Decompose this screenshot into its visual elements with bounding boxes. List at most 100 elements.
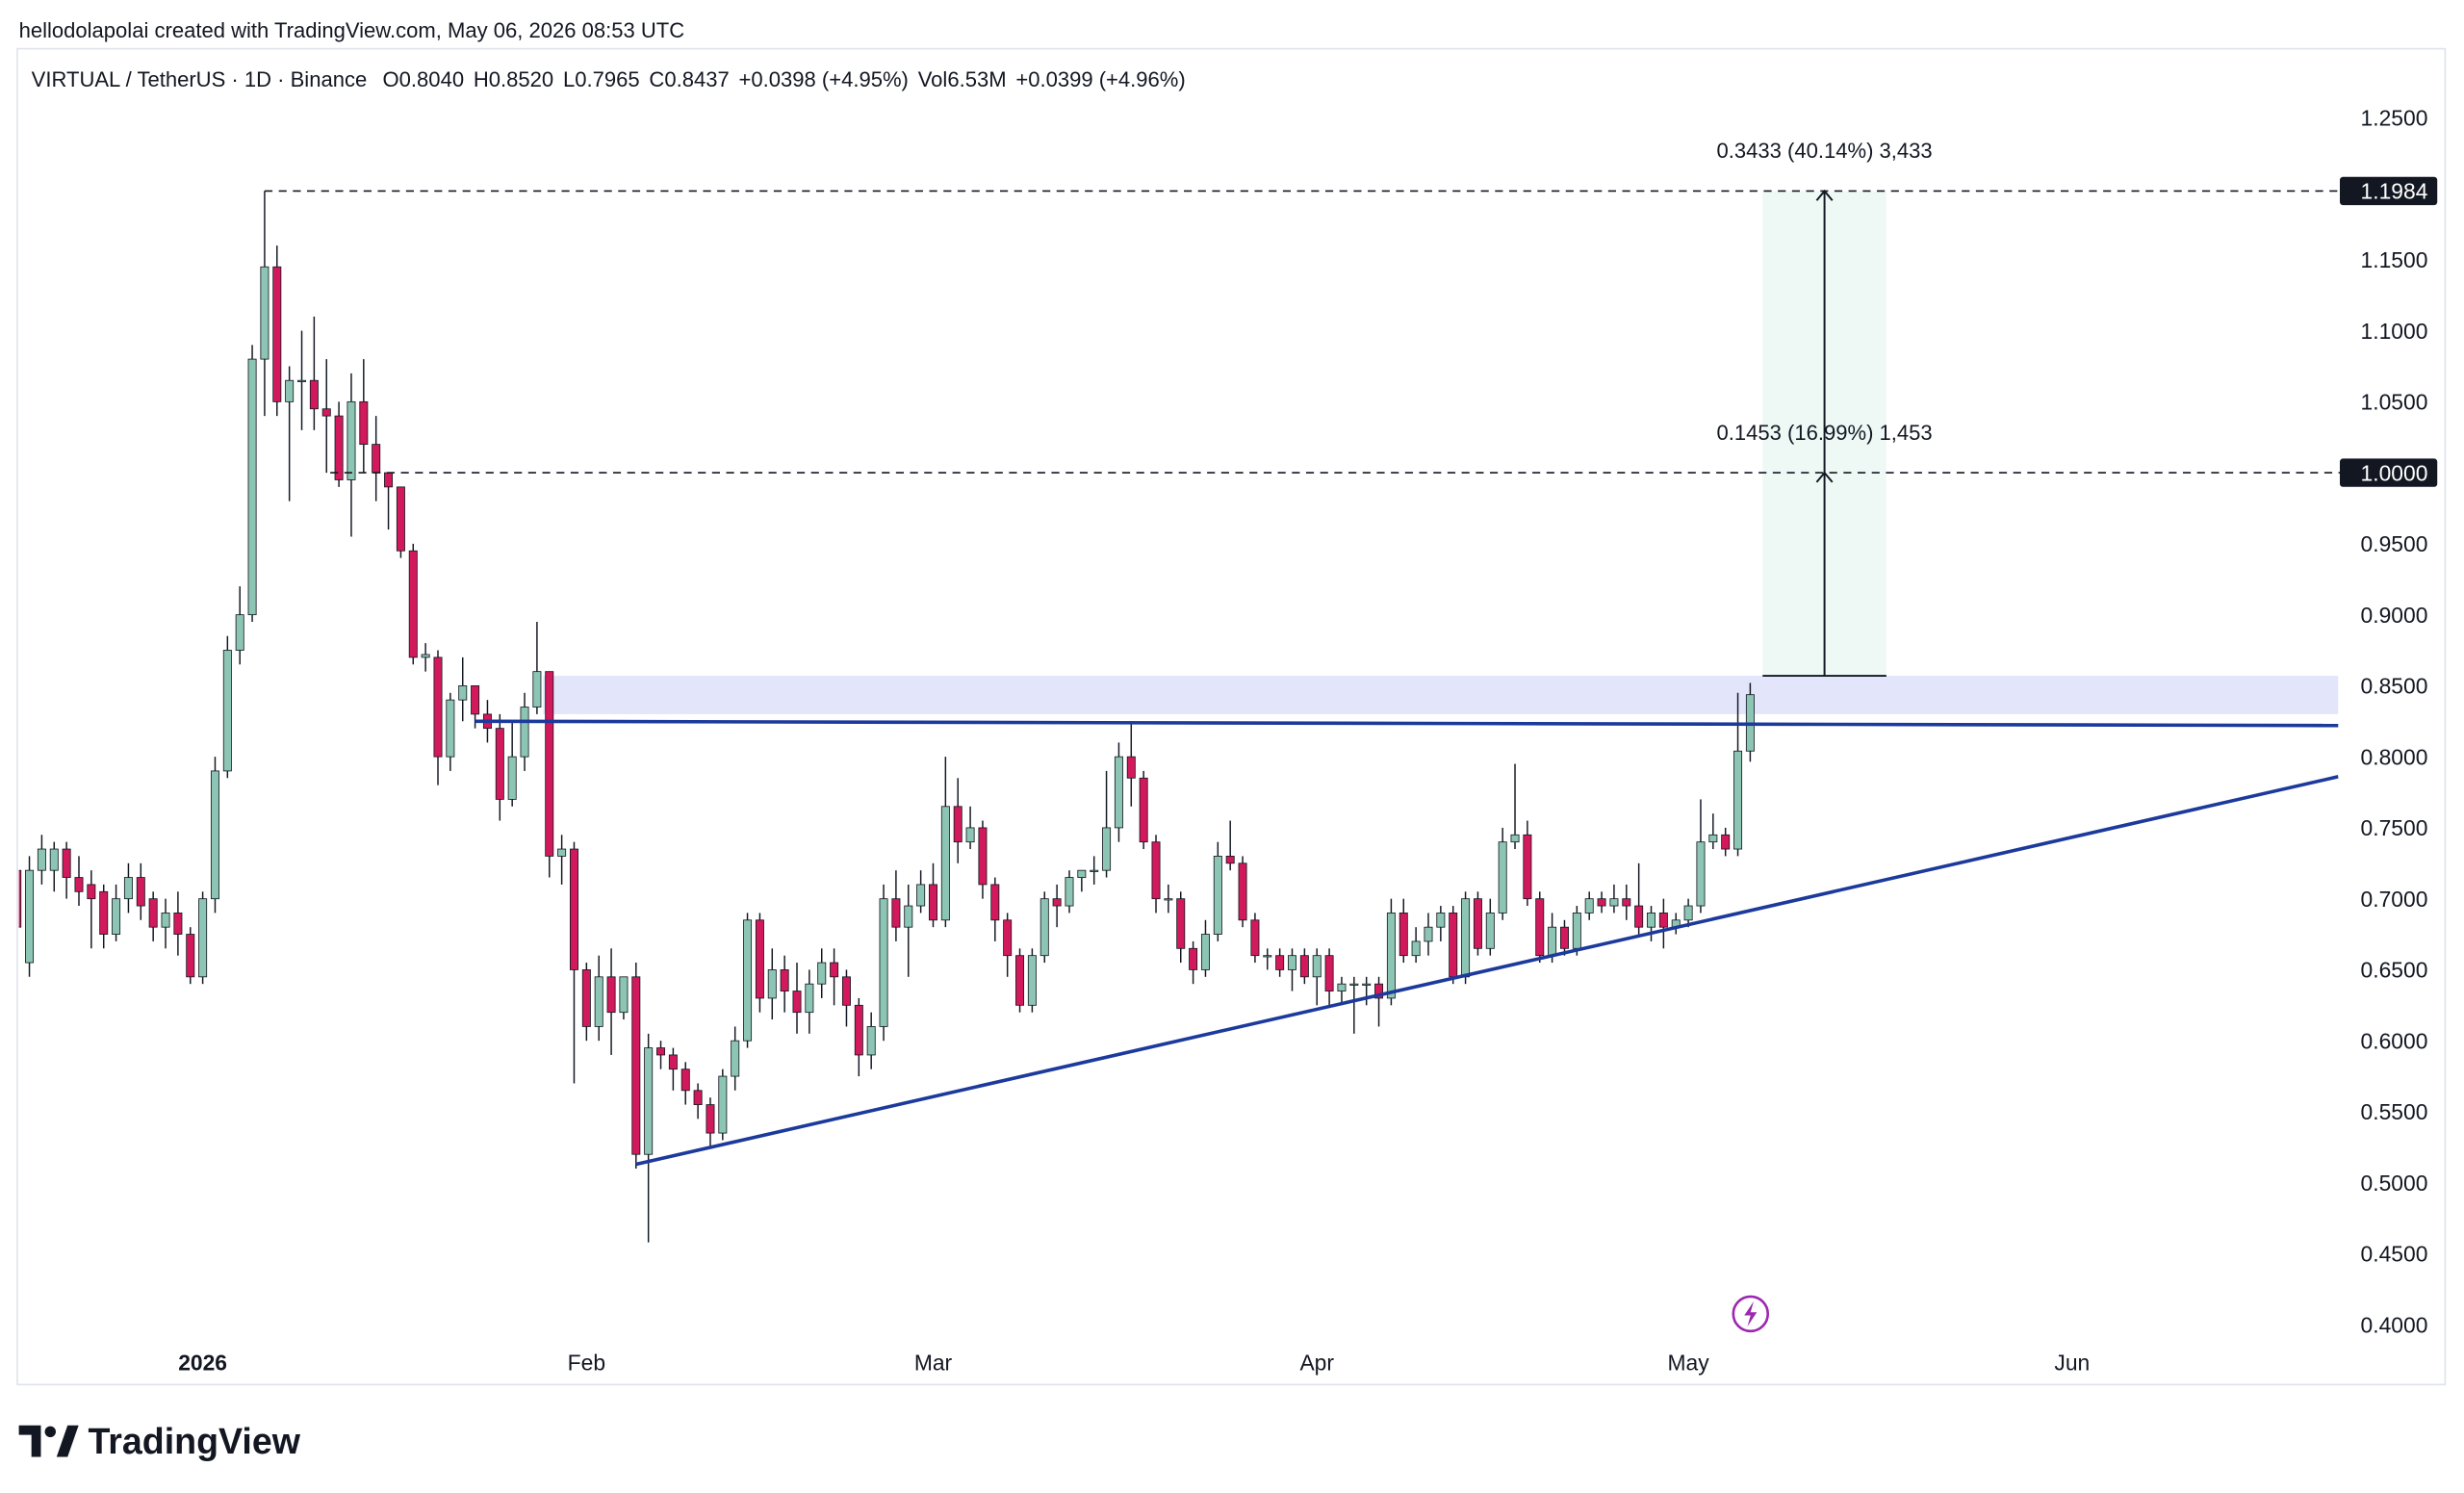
candle-body — [346, 400, 356, 480]
candle-body — [1535, 898, 1545, 957]
candle-body — [929, 884, 937, 921]
candle-body — [1238, 862, 1247, 921]
candle-body — [743, 919, 753, 1042]
candle-body — [1065, 877, 1074, 907]
candle-body — [1225, 856, 1235, 864]
candle-body — [594, 976, 603, 1027]
candle-body — [1139, 777, 1148, 843]
candle-body — [1399, 913, 1408, 957]
candle-body — [495, 728, 504, 800]
candle-body — [1473, 898, 1482, 949]
y-tick-label: 0.6000 — [2361, 1028, 2428, 1053]
candle-body — [940, 806, 950, 921]
x-tick-label: Apr — [1299, 1351, 1334, 1376]
candle-body — [1275, 955, 1285, 970]
candle-body — [222, 650, 232, 772]
x-tick-label: 2026 — [178, 1351, 227, 1376]
candle-body — [18, 869, 22, 928]
candle-body — [1324, 955, 1334, 991]
candle-body — [260, 266, 270, 360]
candle-body — [990, 884, 1000, 921]
candle-body — [1683, 905, 1693, 921]
candle-body — [1622, 898, 1631, 907]
candle-body — [879, 898, 888, 1027]
candle-body — [569, 848, 578, 970]
candle-body — [1721, 834, 1731, 850]
candle-body — [446, 699, 455, 758]
legend-item: +0.0398 (+4.95%) — [739, 67, 909, 91]
legend-item: C0.8437 — [649, 67, 729, 91]
candle-body — [693, 1090, 703, 1105]
candle-body — [136, 877, 145, 907]
candle-body — [1164, 898, 1173, 901]
candle-body — [408, 550, 418, 658]
candle-body — [1449, 913, 1458, 978]
measure-label: 0.1453 (16.99%) 1,453 — [1717, 421, 1933, 445]
candle-body — [841, 976, 851, 1006]
candle-body — [1102, 827, 1112, 871]
candle-body — [210, 770, 219, 900]
candle-body — [1250, 919, 1260, 957]
y-tick-label: 1.0500 — [2361, 390, 2428, 415]
x-tick-label: Feb — [568, 1351, 605, 1376]
plot-area — [18, 191, 2339, 1243]
candle-body — [123, 877, 133, 900]
legend-item: L0.7965 — [563, 67, 640, 91]
chart-frame — [16, 47, 2447, 1386]
alert-icon[interactable] — [1732, 1295, 1770, 1333]
candle-body — [1696, 841, 1706, 907]
candle-body — [978, 827, 988, 886]
candle-body — [1263, 955, 1272, 958]
candle-body — [1176, 898, 1186, 949]
candle-body — [235, 614, 244, 651]
candle-body — [866, 1026, 876, 1056]
legend-item: +0.0399 (+4.96%) — [1015, 67, 1185, 91]
candle-body — [891, 898, 901, 928]
candle-body — [507, 756, 517, 800]
legend-item: O0.8040 — [383, 67, 465, 91]
trend-line — [475, 719, 2339, 728]
candle-body — [817, 962, 827, 985]
candle-body — [1559, 926, 1569, 949]
candle-body — [1485, 913, 1495, 949]
candle-body — [384, 472, 394, 488]
candle-body — [49, 848, 59, 871]
candle-body — [359, 400, 369, 446]
candle-body — [557, 848, 567, 857]
candle-body — [309, 379, 319, 410]
candle-body — [1597, 898, 1606, 907]
y-tick-label: 1.2500 — [2361, 105, 2428, 130]
candle-body — [25, 869, 35, 964]
candle-body — [965, 827, 975, 843]
candle-body — [334, 415, 344, 480]
candle-body — [1288, 955, 1296, 970]
candle-body — [1337, 983, 1347, 991]
candle-body — [99, 890, 109, 935]
measure-label: 0.3433 (40.14%) 3,433 — [1717, 139, 1933, 163]
candle-body — [1299, 955, 1309, 978]
candle-body — [680, 1068, 690, 1092]
y-tick-label: 0.4000 — [2361, 1312, 2428, 1337]
candle-body — [321, 408, 331, 417]
candle-body — [433, 656, 443, 758]
price-label: 1.0000 — [2361, 460, 2428, 485]
candle-body — [1151, 841, 1161, 900]
candle-body — [1572, 913, 1581, 949]
candle-body — [904, 905, 913, 928]
candle-body — [718, 1075, 728, 1134]
candle-body — [396, 486, 405, 552]
candle-body — [1548, 926, 1557, 957]
candle-body — [74, 877, 84, 892]
x-tick-label: May — [1668, 1351, 1710, 1376]
y-tick-label: 0.7000 — [2361, 887, 2428, 912]
candle-body — [458, 684, 468, 701]
candle-body — [1436, 913, 1446, 928]
candle-body — [112, 898, 121, 935]
candle-body — [1584, 898, 1594, 914]
candle-body — [1523, 834, 1532, 900]
candle-body — [731, 1040, 740, 1077]
candle-body — [1052, 898, 1062, 907]
candle-body — [1090, 869, 1099, 872]
candle-body — [285, 379, 295, 402]
